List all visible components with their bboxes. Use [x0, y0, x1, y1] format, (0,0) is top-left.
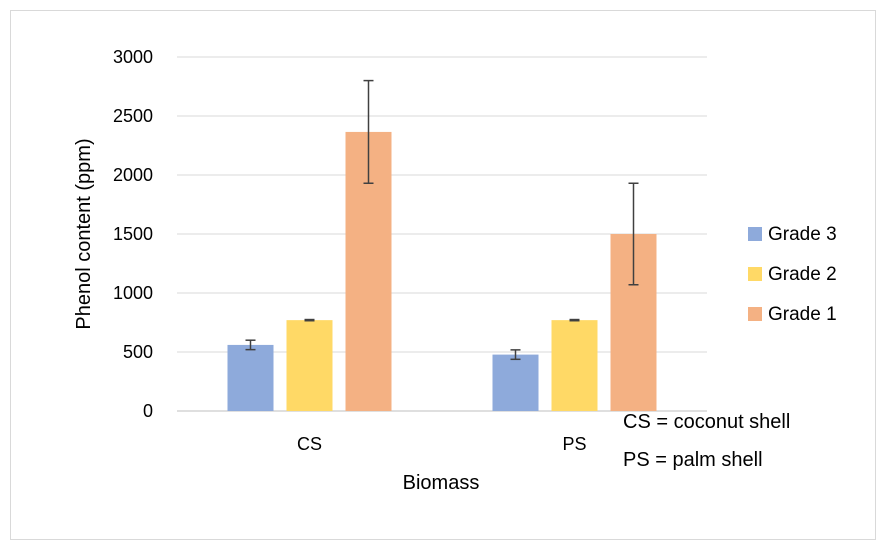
- legend-swatch: [748, 267, 762, 281]
- x-tick-label: CS: [297, 434, 322, 454]
- y-tick-label: 2000: [113, 165, 153, 185]
- annotation-cs: CS = coconut shell: [623, 411, 790, 433]
- bars: [227, 131, 657, 411]
- legend-swatch: [748, 227, 762, 241]
- legend-swatch: [748, 307, 762, 321]
- y-axis-title: Phenol content (ppm): [73, 138, 95, 329]
- error-bars: [245, 79, 639, 361]
- legend-label: Grade 3: [768, 224, 837, 245]
- legend-label: Grade 1: [768, 304, 837, 325]
- legend-label: Grade 2: [768, 264, 837, 285]
- chart-frame: [10, 10, 876, 540]
- legend: Grade 3 Grade 2 Grade 1: [748, 224, 837, 325]
- x-tick-label: PS: [562, 434, 586, 454]
- bar-grade-3: [492, 354, 539, 411]
- y-tick-label: 1500: [113, 224, 153, 244]
- bar-grade-2: [551, 320, 598, 411]
- y-tick-label: 2500: [113, 106, 153, 126]
- bar-grade-3: [227, 344, 274, 411]
- x-axis-title: Biomass: [403, 472, 480, 494]
- y-tick-label: 500: [123, 342, 153, 362]
- y-tick-label: 0: [143, 401, 153, 421]
- y-tick-label: 3000: [113, 47, 153, 67]
- annotation-ps: PS = palm shell: [623, 449, 763, 471]
- bar-grade-2: [286, 320, 333, 411]
- y-tick-label: 1000: [113, 283, 153, 303]
- tick-labels: 0 500 1000 1500 2000 2500 3000 CS PS: [113, 47, 587, 454]
